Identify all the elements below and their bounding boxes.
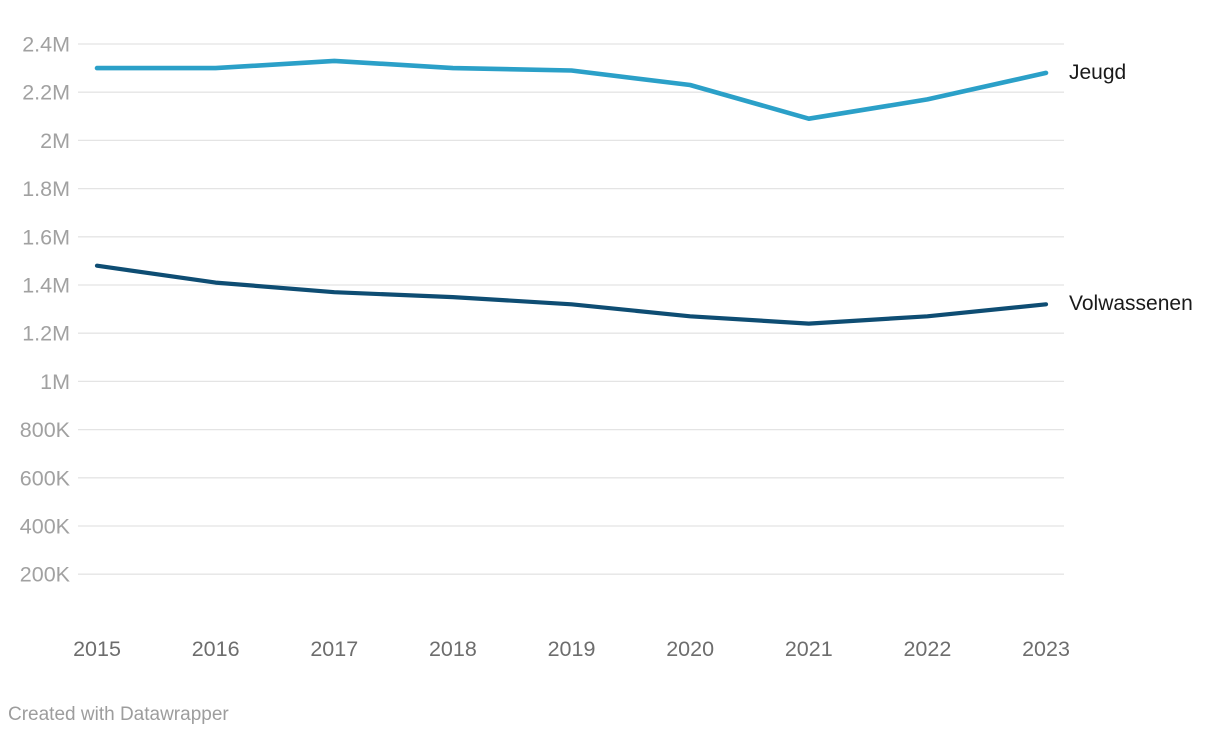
- y-axis-tick-label: 2.4M: [22, 33, 70, 57]
- y-axis-tick-label: 200K: [20, 563, 71, 587]
- line-chart-plot-area: 2.4M 2.2M 2M 1.8M 1.6M 1.4M 1.2M 1M 800K 600K 400K…: [20, 33, 1070, 662]
- y-axis-tick-label: 1M: [40, 370, 70, 394]
- x-axis-tick-label: 2018: [429, 637, 477, 661]
- series-line-jeugd: [94, 58, 1049, 121]
- y-axis-tick-label: 1.4M: [22, 274, 70, 298]
- x-axis-tick-label: 2019: [548, 637, 596, 661]
- y-axis-tick-label: 800K: [20, 418, 71, 442]
- y-axis-tick-label: 400K: [20, 515, 71, 539]
- y-axis-tick-label: 2M: [40, 129, 70, 153]
- x-axis-tick-label: 2015: [73, 637, 121, 661]
- series-line-volwassenen: [94, 263, 1049, 326]
- y-axis-tick-label: 1.8M: [22, 177, 70, 201]
- x-axis-tick-label: 2023: [1022, 637, 1070, 661]
- x-axis-tick-label: 2016: [192, 637, 240, 661]
- x-axis-tick-label: 2022: [903, 637, 951, 661]
- y-axis-tick-label: 1.6M: [22, 225, 70, 249]
- x-axis-tick-label: 2021: [785, 637, 833, 661]
- datawrapper-credit: Created with Datawrapper: [8, 704, 229, 725]
- x-axis-tick-label: 2020: [666, 637, 714, 661]
- y-axis-tick-label: 1.2M: [22, 322, 70, 346]
- series-label-volwassenen: Volwassenen: [1069, 292, 1193, 316]
- y-axis-tick-label: 2.2M: [22, 81, 70, 105]
- series-label-jeugd: Jeugd: [1069, 60, 1127, 84]
- x-axis-tick-label: 2017: [310, 637, 358, 661]
- y-axis-tick-label: 600K: [20, 466, 71, 490]
